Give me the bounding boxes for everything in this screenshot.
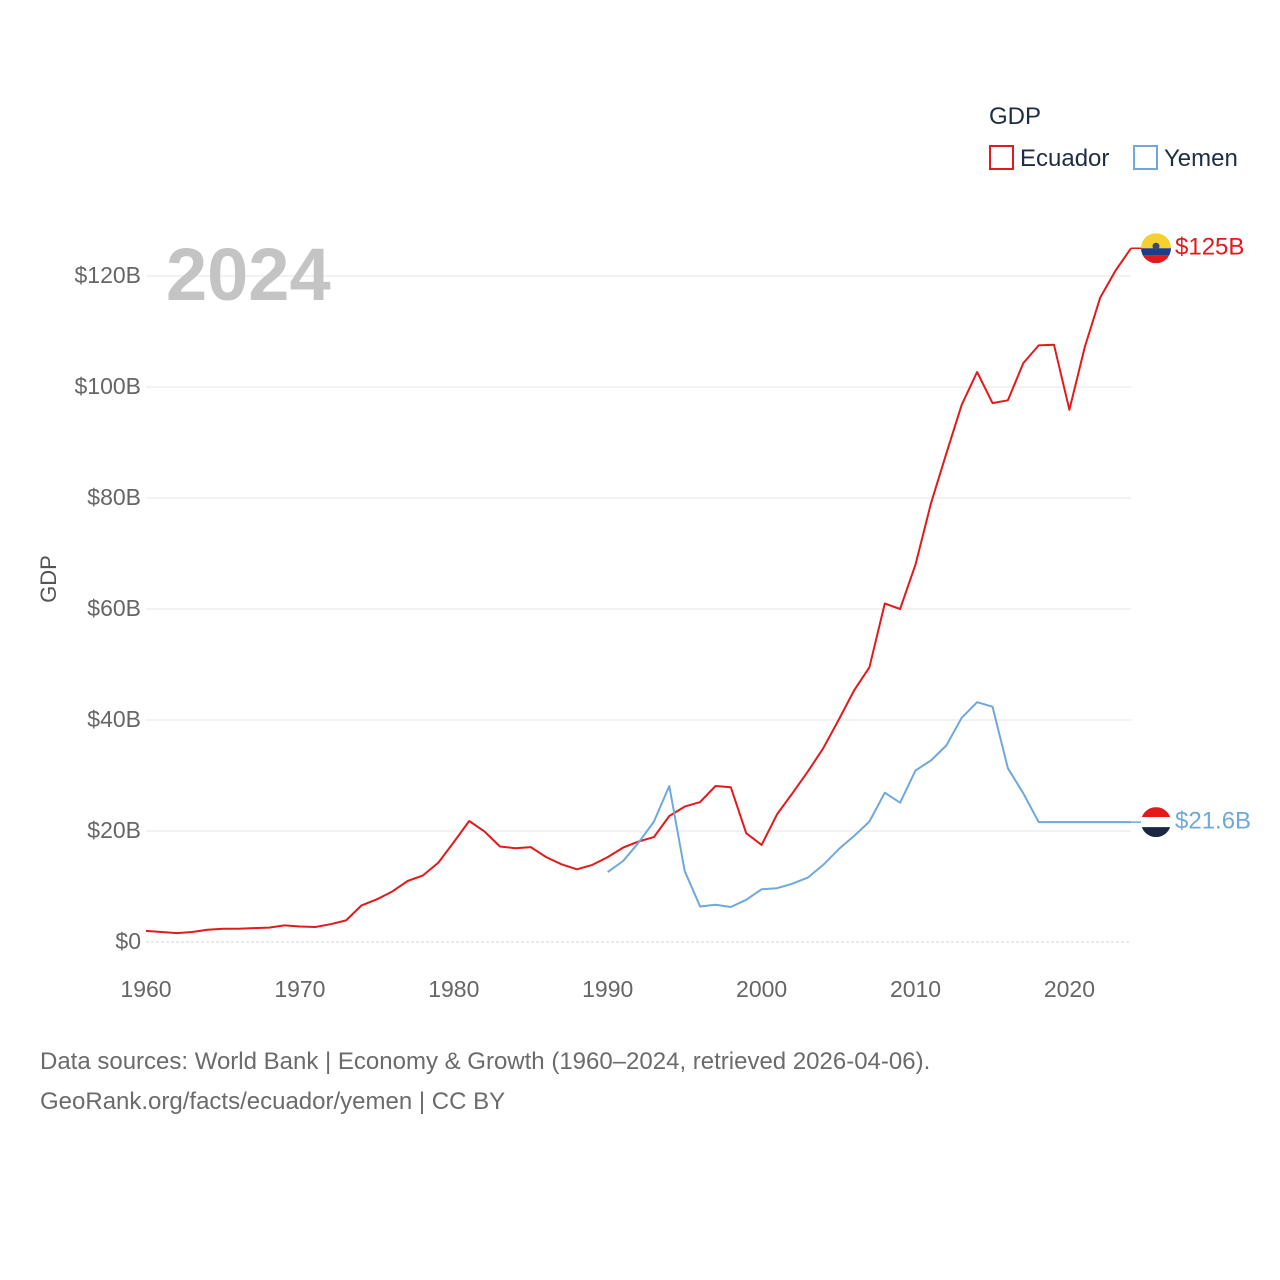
x-tick-label: 2020 <box>1044 976 1095 1002</box>
x-axis-ticks: 1960 1970 1980 1990 2000 2010 2020 <box>120 976 1095 1002</box>
legend-swatch <box>1133 145 1158 170</box>
y-tick-label: $0 <box>115 928 141 954</box>
legend-label: Ecuador <box>1020 145 1109 172</box>
y-axis-ticks: $0 $20B $40B $60B $80B $100B $120B <box>74 262 141 954</box>
y-tick-label: $20B <box>87 817 141 843</box>
x-tick-label: 1980 <box>428 976 479 1002</box>
source-line-2[interactable]: GeoRank.org/facts/ecuador/yemen | CC BY <box>40 1088 506 1115</box>
source-note: Data sources: World Bank | Economy & Gro… <box>40 1042 930 1122</box>
y-tick-label: $120B <box>74 262 141 288</box>
series-line-ecuador[interactable] <box>145 247 1132 935</box>
y-axis-label: GDP <box>36 555 61 603</box>
legend-swatch <box>989 145 1014 170</box>
y-tick-label: $80B <box>87 484 141 510</box>
legend-label: Yemen <box>1164 145 1238 172</box>
series-line-yemen[interactable] <box>607 701 1131 908</box>
y-tick-label: $40B <box>87 706 141 732</box>
x-tick-label: 2000 <box>736 976 787 1002</box>
end-value-label-yemen: $21.6B <box>1175 807 1251 834</box>
ecuador-flag-icon <box>1141 233 1171 264</box>
legend-title: GDP <box>989 103 1041 130</box>
gdp-line-chart: $0 $20B $40B $60B $80B $100B $120B 1960 1970 198… <box>36 103 1251 1002</box>
y-tick-label: $100B <box>74 373 141 399</box>
x-tick-label: 2010 <box>890 976 941 1002</box>
x-tick-label: 1990 <box>582 976 633 1002</box>
legend-item-ecuador[interactable]: Ecuador <box>989 145 1109 172</box>
legend-item-yemen[interactable]: Yemen <box>1133 145 1238 172</box>
legend[interactable]: GDP Ecuador Yemen <box>989 103 1238 172</box>
end-value-label-ecuador: $125B <box>1175 234 1244 261</box>
x-tick-label: 1960 <box>120 976 171 1002</box>
yemen-flag-icon <box>1141 807 1171 838</box>
y-tick-label: $60B <box>87 595 141 621</box>
year-label: 2024 <box>166 233 331 316</box>
source-line-1: Data sources: World Bank | Economy & Gro… <box>40 1048 931 1075</box>
series-end-markers: $125B $21.6B <box>1131 233 1251 838</box>
series-lines <box>145 247 1132 935</box>
x-tick-label: 1970 <box>274 976 325 1002</box>
grid-lines <box>146 275 1131 943</box>
